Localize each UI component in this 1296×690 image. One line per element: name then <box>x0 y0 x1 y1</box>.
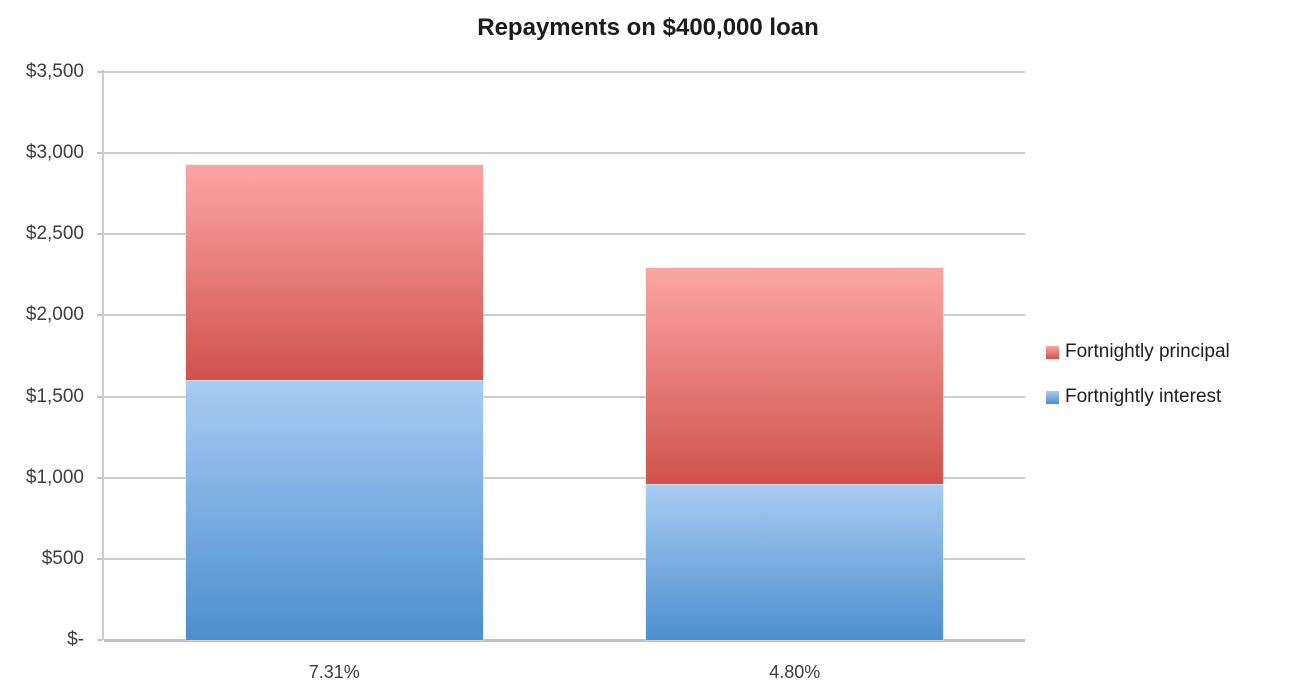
bar-segment <box>646 268 944 485</box>
bar-segment <box>185 164 483 381</box>
y-tick-label: $1,000 <box>25 466 84 488</box>
gridline <box>104 152 1025 155</box>
y-axis-line <box>102 70 104 640</box>
plot-area <box>104 71 1025 642</box>
y-axis-tick <box>97 314 102 317</box>
legend-label: Fortnightly principal <box>1065 341 1230 362</box>
bar-segment <box>185 380 483 640</box>
gridline <box>104 314 1025 317</box>
y-tick-label: $3,500 <box>25 61 84 82</box>
legend-swatch <box>1046 390 1059 404</box>
y-axis-tick <box>97 71 102 73</box>
x-category-label: 4.80% <box>769 662 821 682</box>
bar-segment <box>646 484 944 640</box>
y-axis-tick <box>97 395 102 398</box>
legend-item: Fortnightly interest <box>1046 384 1230 410</box>
gridline <box>104 233 1025 236</box>
gridline <box>104 557 1025 560</box>
legend: Fortnightly principal Fortnightly interes… <box>1046 339 1230 429</box>
gridline <box>104 639 1025 642</box>
y-axis-tick <box>97 557 102 560</box>
y-axis-tick <box>97 639 102 641</box>
legend-swatch <box>1046 345 1059 359</box>
legend-item: Fortnightly principal <box>1046 339 1230 365</box>
x-category-label: 7.31% <box>308 662 360 682</box>
y-axis-tick <box>97 233 102 236</box>
legend-label: Fortnightly interest <box>1065 386 1222 407</box>
y-tick-label: $500 <box>41 547 84 569</box>
y-tick-label: $2,000 <box>25 304 84 326</box>
y-tick-label: $1,500 <box>25 385 84 407</box>
gridline <box>104 476 1025 479</box>
y-tick-label: $2,500 <box>25 223 84 245</box>
y-tick-label: $3,000 <box>25 142 84 164</box>
y-axis-tick <box>97 476 102 479</box>
y-axis-tick <box>97 152 102 155</box>
y-tick-label: $- <box>67 629 84 650</box>
gridline <box>104 395 1025 398</box>
gridline <box>104 71 1025 73</box>
chart-title: Repayments on $400,000 loan <box>477 14 819 41</box>
